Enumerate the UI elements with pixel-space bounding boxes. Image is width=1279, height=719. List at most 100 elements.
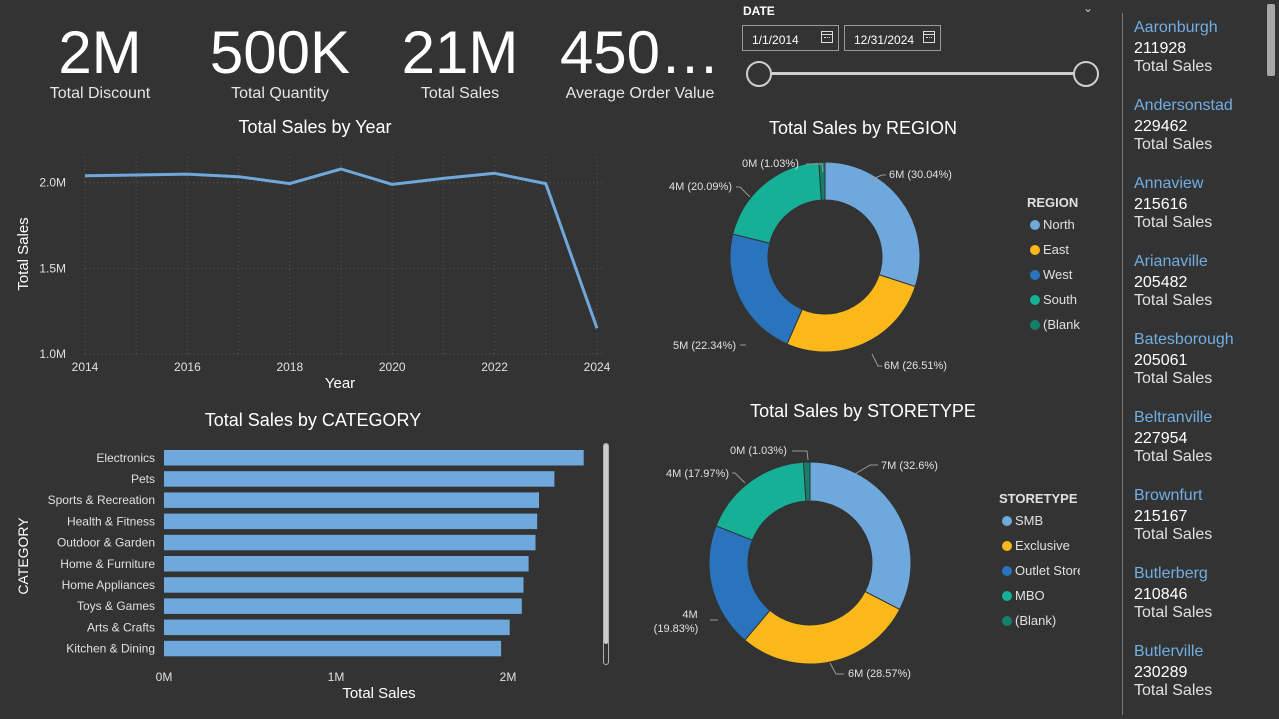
city-sales-list[interactable]: Aaronburgh 211928 Total Sales Andersonstad 2… xyxy=(1122,13,1262,719)
bar-sports-recreation[interactable] xyxy=(164,492,539,508)
bar-home-appliances[interactable] xyxy=(164,577,524,593)
donut-leader-line xyxy=(871,353,882,367)
kpi-value: 500K xyxy=(209,19,351,86)
kpi-total-sales: 21M Total Sales xyxy=(390,22,530,103)
legend-marker xyxy=(1030,295,1040,305)
bar-chart-scrollbar[interactable] xyxy=(603,443,609,665)
legend-item[interactable]: West xyxy=(1043,267,1073,282)
line-x-tick-label: 2018 xyxy=(276,360,303,374)
city-total-sales-value: 205482 xyxy=(1134,274,1188,291)
donut-data-label: 0M (1.03%) xyxy=(742,158,799,170)
bar-chart-scroll-thumb[interactable] xyxy=(604,444,608,644)
legend-item[interactable]: SMB xyxy=(1015,513,1043,528)
bar-category-label: Electronics xyxy=(96,451,155,465)
donut-slice-smb[interactable] xyxy=(809,461,912,611)
donut-slice-exclusive[interactable] xyxy=(744,590,901,665)
calendar-icon[interactable] xyxy=(821,31,833,43)
city-name[interactable]: Butlerberg xyxy=(1134,565,1208,582)
legend-item[interactable]: North xyxy=(1043,217,1075,232)
bar-health-fitness[interactable] xyxy=(164,513,538,530)
donut-slice-north[interactable] xyxy=(824,161,921,288)
donut-slice-south[interactable] xyxy=(732,161,822,244)
legend-item[interactable]: Exclusive xyxy=(1015,538,1070,553)
city-list-scrollbar[interactable] xyxy=(1267,4,1275,76)
start-date-input[interactable]: 1/1/2014 xyxy=(742,25,839,51)
donut-slice-west[interactable] xyxy=(729,233,803,345)
city-total-sales-value: 210846 xyxy=(1134,586,1188,603)
city-name[interactable]: Arianaville xyxy=(1134,253,1208,270)
bar-home-furniture[interactable] xyxy=(164,556,529,572)
calendar-icon[interactable] xyxy=(923,31,935,43)
bar-electronics[interactable] xyxy=(164,450,584,466)
donut-slice--blank-[interactable] xyxy=(818,161,826,201)
city-card[interactable]: Aaronburgh 211928 Total Sales xyxy=(1122,13,1262,91)
date-slider-end-handle[interactable] xyxy=(1073,61,1099,87)
city-name[interactable]: Aaronburgh xyxy=(1134,19,1218,36)
start-date-value: 1/1/2014 xyxy=(752,33,799,47)
city-name[interactable]: Andersonstad xyxy=(1134,97,1233,114)
end-date-value: 12/31/2024 xyxy=(854,33,915,47)
legend-marker xyxy=(1002,541,1012,551)
city-card[interactable]: Brownfurt 215167 Total Sales xyxy=(1122,481,1262,559)
city-name[interactable]: Brownfurt xyxy=(1134,487,1203,504)
line-x-tick-label: 2014 xyxy=(72,360,99,374)
donut-leader-line xyxy=(869,174,886,181)
city-card[interactable]: Beltranville 227954 Total Sales xyxy=(1122,403,1262,481)
city-card[interactable]: Butlerville 230289 Total Sales xyxy=(1122,637,1262,715)
legend-item[interactable]: East xyxy=(1043,242,1069,257)
line-series-total-sales xyxy=(84,167,599,329)
city-card[interactable]: Batesborough 205061 Total Sales xyxy=(1122,325,1262,403)
legend-marker xyxy=(1002,591,1012,601)
donut-data-label: 6M (30.04%) xyxy=(889,169,952,181)
legend-item[interactable]: (Blank) xyxy=(1015,613,1056,628)
line-x-tick-label: 2024 xyxy=(584,360,611,374)
city-name[interactable]: Butlerville xyxy=(1134,643,1204,660)
donut-data-label: 6M (26.51%) xyxy=(884,360,947,372)
bar-pets[interactable] xyxy=(164,471,555,487)
bar-toys-games[interactable] xyxy=(164,598,522,614)
legend-marker xyxy=(1030,220,1040,230)
bar-x-tick-label: 0M xyxy=(156,670,173,684)
donut-leader-line xyxy=(732,472,746,484)
bar-kitchen-dining[interactable] xyxy=(164,640,502,657)
bar-x-tick-label: 1M xyxy=(328,670,345,684)
city-name[interactable]: Beltranville xyxy=(1134,409,1213,426)
donut-leader-line xyxy=(854,464,878,475)
city-card[interactable]: Butlerberg 210846 Total Sales xyxy=(1122,559,1262,637)
city-name[interactable]: Batesborough xyxy=(1134,331,1234,348)
bar-category-label: Kitchen & Dining xyxy=(66,642,155,656)
donut-data-label: 4M xyxy=(682,609,697,621)
kpi-label: Total Quantity xyxy=(231,85,329,102)
bar-y-axis-label: CATEGORY xyxy=(15,517,31,595)
date-range-slider-track[interactable] xyxy=(758,72,1086,75)
legend-item[interactable]: MBO xyxy=(1015,588,1045,603)
kpi-average-order-value: 450… Average Order Value xyxy=(553,22,727,103)
bar-outdoor-garden[interactable] xyxy=(164,534,536,551)
city-card[interactable]: Annaview 215616 Total Sales xyxy=(1122,169,1262,247)
city-card[interactable]: Andersonstad 229462 Total Sales xyxy=(1122,91,1262,169)
legend-marker xyxy=(1030,320,1040,330)
city-name[interactable]: Annaview xyxy=(1134,175,1204,192)
donut-slice-mbo[interactable] xyxy=(715,461,807,541)
bar-arts-crafts[interactable] xyxy=(164,619,510,636)
bar-category-label: Arts & Crafts xyxy=(87,620,155,634)
kpi-label: Average Order Value xyxy=(565,85,715,102)
storetype-donut-chart: 7M (32.6%) 6M (28.57%) 4M (19.83%) 4M (17.97… xyxy=(654,445,1080,680)
date-slider-start-handle[interactable] xyxy=(746,61,772,87)
line-y-tick-label: 1.0M xyxy=(39,347,66,361)
date-filter-label: DATE xyxy=(743,4,775,18)
legend-item[interactable]: Outlet Stores xyxy=(1015,563,1080,578)
legend-item[interactable]: (Blank) xyxy=(1043,317,1080,332)
chevron-down-icon[interactable]: ⌄ xyxy=(1083,1,1094,15)
kpi-value: 2M xyxy=(58,19,142,86)
donut-slice-east[interactable] xyxy=(786,274,916,353)
storetype-chart-title: Total Sales by STORETYPE xyxy=(750,401,976,421)
legend-marker xyxy=(1002,616,1012,626)
city-total-sales-value: 205061 xyxy=(1134,352,1188,369)
donut-data-label: (19.83%) xyxy=(654,623,699,635)
city-card[interactable]: Arianaville 205482 Total Sales xyxy=(1122,247,1262,325)
city-caption: Total Sales xyxy=(1134,58,1213,75)
donut-slice--blank-[interactable] xyxy=(802,461,811,502)
legend-item[interactable]: South xyxy=(1043,292,1077,307)
end-date-input[interactable]: 12/31/2024 xyxy=(844,25,941,51)
